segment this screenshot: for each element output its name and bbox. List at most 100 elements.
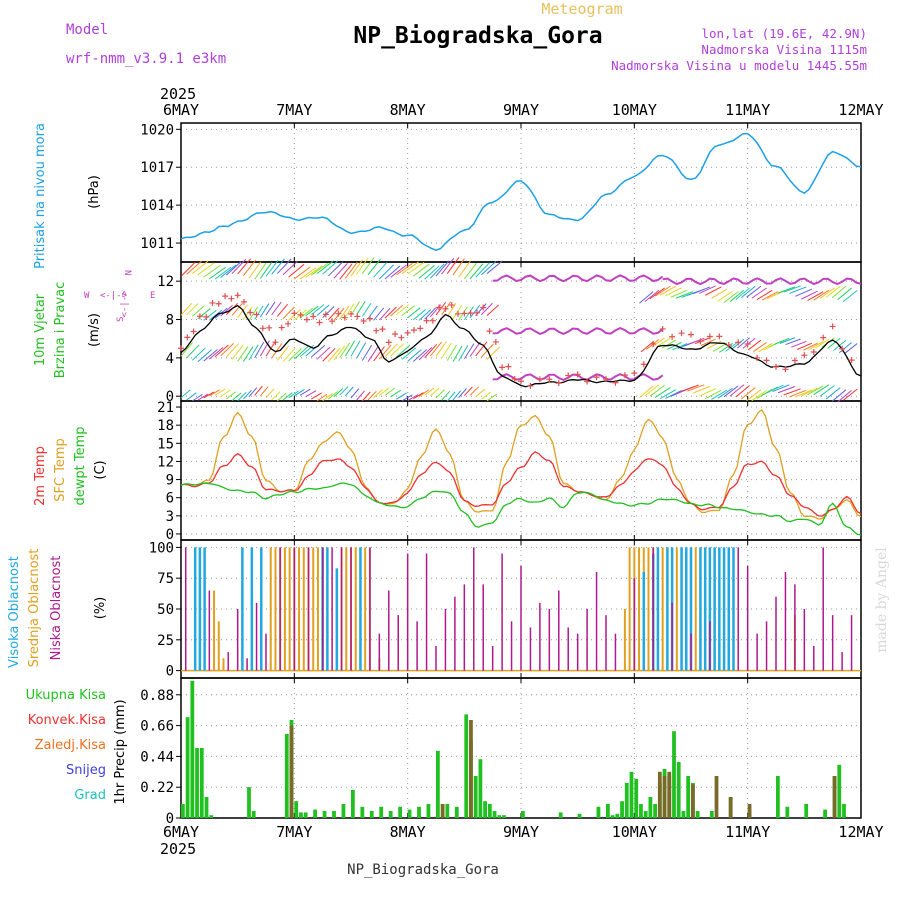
precip-konv-bar — [667, 771, 672, 818]
wind-barb — [486, 304, 500, 316]
plots-layer: 1011101410171020048120369121518210255075… — [140, 101, 883, 841]
wind-gust-marker — [555, 380, 562, 387]
precip-total-bar — [204, 797, 209, 818]
precip-total-bar — [492, 811, 497, 818]
wind-barb — [271, 391, 281, 401]
wind-barb — [322, 393, 333, 402]
wind-barb — [373, 261, 388, 278]
wind-barb — [801, 387, 818, 397]
wind-barb — [396, 304, 410, 316]
wind-gust-marker — [291, 310, 298, 317]
wind-barb — [418, 309, 432, 321]
precip-konv-bar — [440, 804, 445, 818]
wind-gust-marker — [348, 310, 354, 317]
wind-barb — [288, 263, 305, 278]
wind-barb — [446, 344, 457, 361]
precip-konv-bar — [289, 725, 294, 818]
y-tick-label: 0.22 — [140, 780, 174, 796]
wind-gust-marker — [499, 364, 506, 371]
wind-barb — [401, 347, 417, 360]
wind-barb — [186, 260, 202, 275]
wind-barb — [214, 388, 226, 396]
wind-barb — [413, 263, 430, 277]
wind-barb — [418, 265, 435, 279]
y-tick-label: 15 — [157, 436, 174, 452]
wind-barb — [435, 302, 447, 316]
wind-barb — [265, 388, 275, 399]
wind-gust-marker — [259, 325, 266, 332]
wind-barb — [418, 347, 433, 361]
date-label-bottom: 9MAY — [503, 823, 539, 841]
wind-barb — [356, 301, 366, 316]
wind-barb — [248, 387, 258, 398]
wind-barb — [225, 343, 239, 358]
wind-gust-marker — [360, 317, 367, 324]
wind-barb — [825, 387, 841, 400]
wind-barb — [288, 348, 302, 362]
wind-barb — [390, 389, 401, 398]
wind-barb — [282, 260, 298, 276]
wind-barb — [248, 344, 259, 361]
wind-barb — [802, 342, 818, 351]
precip-total-bar — [620, 801, 624, 818]
wind-gust-marker — [511, 375, 518, 382]
precip-total-bar — [247, 787, 251, 818]
wind-barb — [231, 258, 247, 274]
wind-barb — [225, 261, 242, 276]
wind-gust-marker — [603, 376, 609, 383]
wind-barb — [197, 349, 212, 363]
wind-barb — [384, 265, 401, 280]
date-label-top: 8MAY — [390, 101, 426, 119]
wind-barb — [441, 390, 451, 401]
wind-barb — [220, 264, 237, 278]
wind-barb — [429, 263, 445, 279]
wind-barb — [294, 388, 305, 397]
precip-konv-bar — [469, 720, 473, 818]
precip-total-bar — [185, 717, 190, 818]
wind-barb — [401, 261, 419, 274]
wind-gust-marker — [285, 320, 292, 327]
wind-barb — [396, 392, 407, 400]
precip-total-bar — [251, 811, 256, 818]
wind-gust-marker — [505, 363, 512, 370]
wind-barb — [753, 342, 767, 352]
wind-gust-marker — [546, 376, 553, 383]
precip-total-bar — [615, 813, 620, 818]
model-label: Model — [66, 22, 108, 38]
precip-total-bar — [823, 809, 827, 818]
wind-barb — [486, 346, 501, 360]
precip-total-bar — [199, 748, 204, 818]
precip-total-bar — [426, 804, 431, 818]
wind-gust-marker — [640, 361, 647, 368]
temp-dew-line — [180, 482, 862, 536]
wind-barb — [831, 285, 847, 299]
wind-barb — [311, 344, 326, 358]
wind-gust-marker — [650, 340, 657, 347]
cloud-low-label: Niska Oblacnost — [49, 556, 64, 661]
wind-gust-marker — [518, 378, 524, 385]
model-altitude-info: Nadmorska Visina u modelu 1445.55m — [611, 58, 867, 73]
wind-gust-marker — [744, 340, 751, 347]
wind-barb — [777, 286, 796, 294]
precip-total-bar — [341, 804, 346, 818]
date-label-bottom: 12MAY — [838, 823, 883, 841]
wind-barb — [761, 291, 779, 301]
y-tick-label: 0 — [166, 664, 174, 680]
wind-barb — [842, 289, 858, 302]
wind-barb — [670, 289, 688, 298]
wind-barb — [486, 393, 498, 402]
wind-gust-marker — [322, 311, 329, 318]
wind-barb — [344, 262, 358, 279]
wind-barb — [407, 394, 419, 402]
wind-gust-marker — [379, 326, 386, 333]
compass-arrows: <-|-> — [100, 291, 128, 301]
wind-barb — [186, 392, 197, 401]
temp-2m-label: 2m Temp — [33, 446, 48, 506]
wind-gust-marker — [621, 372, 628, 379]
precip-total-bar — [379, 806, 384, 818]
wind-barb — [237, 304, 248, 318]
precip-total-bar — [209, 815, 214, 818]
wind-barb — [783, 388, 801, 396]
precip-total-bar — [313, 809, 317, 818]
